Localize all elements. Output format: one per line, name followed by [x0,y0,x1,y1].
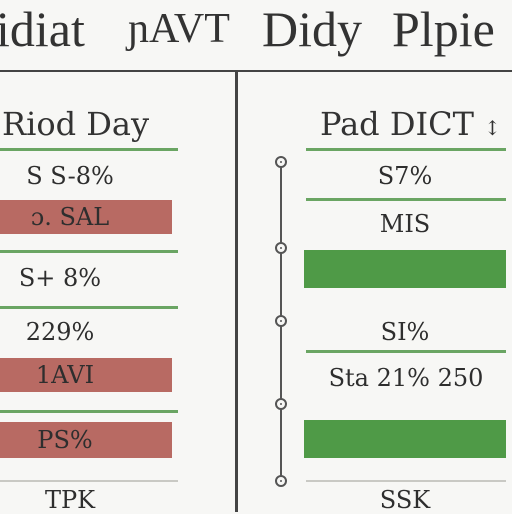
right-row-3: SI% [380,318,430,346]
right-header-sort-icon: ↕ [484,116,501,140]
row-divider [0,148,178,151]
left-red-bar-3 [0,422,172,458]
left-row-2: ɔ. SAL [30,203,110,231]
row-divider [306,148,506,151]
left-red-bar-1 [0,200,172,234]
left-column-header: Riod Day [2,105,150,143]
left-row-6: PS% [37,426,93,454]
title-part-2: ɲAVT [128,6,230,52]
right-green-bar-2 [304,420,506,458]
left-red-bar-2 [0,358,172,392]
right-green-bar-1 [304,250,506,288]
left-row-1: S S-8% [26,162,114,190]
left-row-4: 229% [25,318,95,346]
page-title: idiat ɲAVT Didy Plpie [0,0,512,60]
title-part-4: Plpie [392,1,495,57]
right-header-label: Pad DICT [320,105,474,143]
left-row-7: TPK [44,486,96,514]
timeline-node-icon [275,475,287,487]
left-row-3: S+ 8% [18,264,102,292]
title-part-3: Didy [262,1,362,57]
timeline-node-icon [275,315,287,327]
row-divider [306,480,506,482]
row-divider [306,198,506,201]
row-divider [0,306,178,309]
right-row-2: MIS [379,210,431,238]
right-row-4: Sta 21% 250 [328,364,484,392]
title-part-1: idiat [0,1,85,57]
timeline-node-icon [275,242,287,254]
right-column-header: Pad DICT ↕ [320,104,501,148]
row-divider [0,410,178,413]
right-row-5: SSK [379,486,431,514]
left-row-5: 1AVI [35,361,95,389]
right-row-1: S7% [377,162,433,190]
row-divider [0,250,178,253]
row-divider [306,350,506,353]
column-divider [235,70,238,512]
timeline-node-icon [275,398,287,410]
header-rule [0,70,512,72]
timeline-node-icon [275,156,287,168]
row-divider [0,480,178,482]
